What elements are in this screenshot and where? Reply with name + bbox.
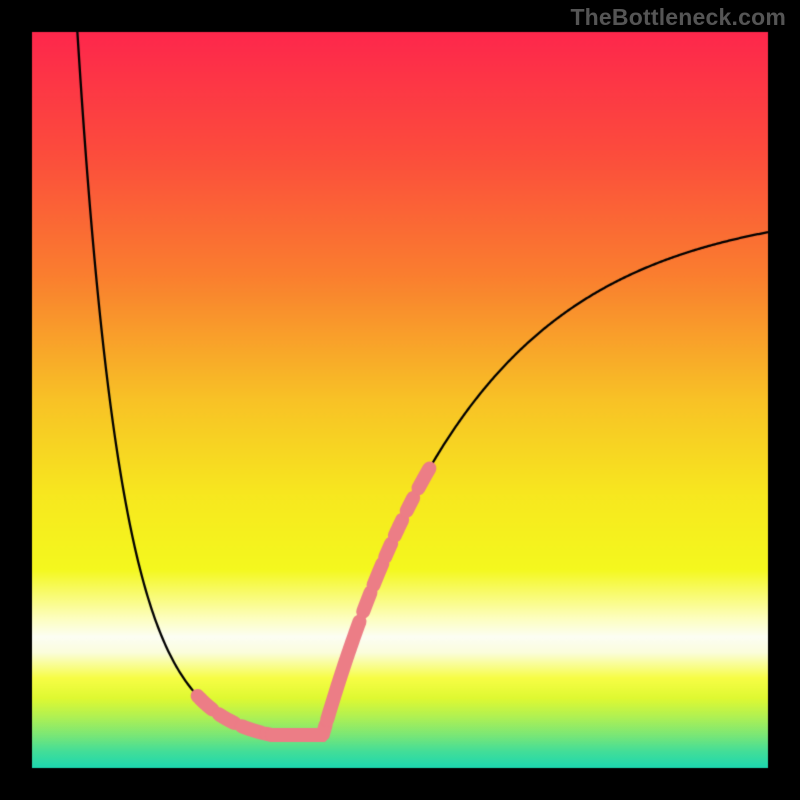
bottleneck-chart-canvas: [0, 0, 800, 800]
chart-stage: TheBottleneck.com: [0, 0, 800, 800]
watermark-text: TheBottleneck.com: [570, 4, 786, 31]
